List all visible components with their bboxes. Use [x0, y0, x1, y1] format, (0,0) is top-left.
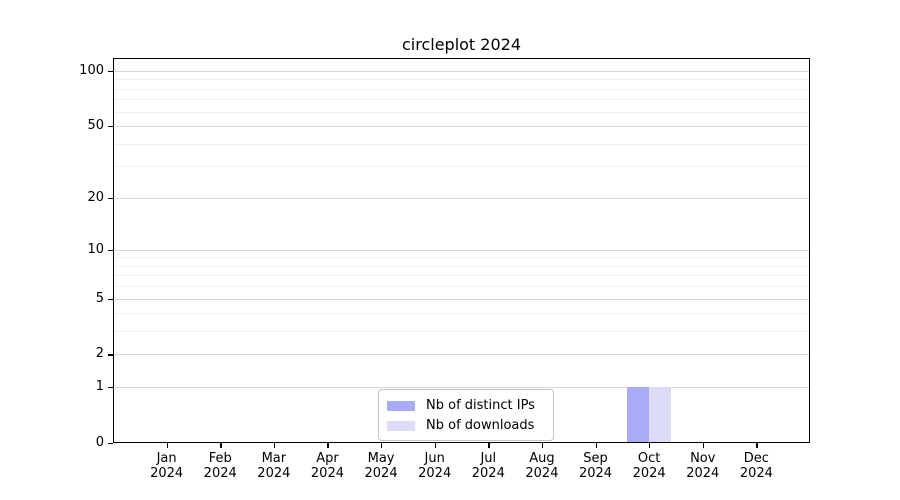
chart-title: circleplot 2024: [401, 35, 522, 54]
x-axis-tick: [273, 443, 276, 448]
x-axis-tick-label: Feb 2024: [203, 451, 237, 481]
x-axis-tick-label: Mar 2024: [257, 451, 291, 481]
minor-gridline: [114, 99, 809, 101]
x-axis-tick: [702, 443, 705, 448]
y-axis-tick: [108, 71, 113, 73]
y-axis-tick: [108, 354, 113, 356]
x-axis-tick-label: Oct 2024: [632, 451, 666, 481]
x-axis-tick-label: Jan 2024: [150, 451, 184, 481]
minor-gridline: [114, 265, 809, 267]
x-axis-tick-label: Aug 2024: [525, 451, 559, 481]
x-axis-tick: [541, 443, 544, 448]
legend: Nb of distinct IPs Nb of downloads: [378, 389, 554, 441]
y-axis-tick: [108, 249, 113, 251]
minor-gridline: [114, 313, 809, 315]
major-gridline: [114, 298, 809, 300]
major-gridline: [114, 71, 809, 72]
y-axis-tick-label: 10: [87, 241, 104, 257]
x-axis-tick: [220, 443, 222, 448]
y-axis-tick-label: 0: [95, 435, 104, 450]
y-axis-tick-label: 50: [87, 118, 104, 134]
y-axis-tick: [108, 443, 113, 445]
minor-gridline: [114, 88, 809, 90]
x-axis-tick-label: Apr 2024: [310, 451, 344, 481]
minor-gridline: [114, 257, 809, 259]
minor-gridline: [114, 79, 809, 81]
legend-swatch-downloads: [387, 420, 415, 431]
minor-gridline: [114, 275, 809, 277]
legend-swatch-distinct-ips: [387, 400, 415, 411]
x-axis-tick-label: Nov 2024: [686, 451, 720, 481]
major-gridline: [114, 126, 809, 128]
x-axis-tick: [166, 443, 168, 448]
legend-item-distinct-ips: Nb of distinct IPs: [387, 397, 545, 414]
x-axis-tick: [434, 443, 436, 448]
y-axis-tick-label: 5: [95, 290, 104, 306]
bar-downloads: [649, 387, 671, 443]
major-gridline: [114, 249, 809, 251]
x-axis-tick: [595, 443, 597, 448]
x-axis-tick: [327, 443, 329, 448]
bar-distinct-ips: [627, 387, 650, 443]
y-axis-tick-label: 20: [87, 189, 104, 205]
legend-label-downloads: Nb of downloads: [426, 418, 535, 433]
x-axis-tick: [649, 443, 651, 448]
x-axis-tick-label: Jul 2024: [471, 451, 505, 481]
x-axis-tick-label: Jun 2024: [418, 451, 452, 481]
y-axis-tick: [108, 126, 113, 128]
y-axis-tick: [108, 387, 113, 389]
x-axis-tick-label: Sep 2024: [578, 451, 613, 481]
minor-gridline: [114, 111, 809, 113]
x-axis-tick: [488, 443, 490, 448]
major-gridline: [114, 354, 809, 356]
legend-item-downloads: Nb of downloads: [387, 417, 545, 434]
y-axis-tick-label: 2: [95, 346, 104, 362]
minor-gridline: [114, 143, 809, 145]
y-axis-tick-label: 1: [95, 379, 104, 395]
x-axis-tick: [381, 443, 383, 448]
minor-gridline: [114, 331, 809, 333]
legend-label-distinct-ips: Nb of distinct IPs: [426, 398, 535, 413]
x-axis-tick-label: Dec 2024: [739, 451, 773, 481]
x-axis-tick-label: May 2024: [364, 451, 398, 481]
x-axis-tick: [756, 443, 758, 448]
y-axis-tick-label: 100: [79, 63, 104, 78]
y-axis-tick: [108, 298, 113, 300]
major-gridline: [114, 387, 809, 389]
major-gridline: [114, 197, 809, 199]
y-axis-tick: [108, 197, 113, 199]
minor-gridline: [114, 166, 809, 168]
minor-gridline: [114, 286, 809, 288]
